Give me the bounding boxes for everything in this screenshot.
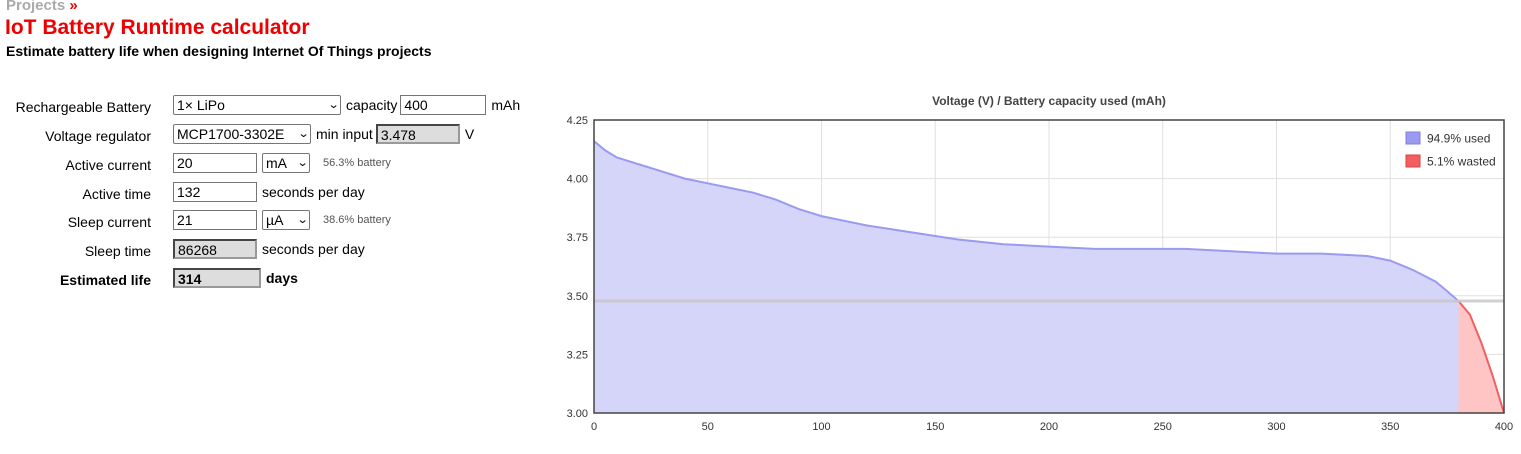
page-subtitle: Estimate battery life when designing Int… bbox=[6, 43, 432, 59]
active-current-unit: mA bbox=[266, 155, 287, 171]
sleep-current-unit: µA bbox=[266, 212, 284, 228]
page-title: IoT Battery Runtime calculator bbox=[5, 16, 310, 39]
legend-swatch bbox=[1405, 131, 1421, 145]
capacity-label: capacity bbox=[346, 97, 398, 113]
y-tick-label: 4.00 bbox=[567, 174, 588, 186]
series-area-0 bbox=[594, 141, 1459, 413]
legend-label: 5.1% wasted bbox=[1427, 155, 1496, 169]
min-input-field: 3.478 bbox=[375, 124, 460, 144]
x-tick-label: 250 bbox=[1154, 421, 1172, 433]
estimated-life-field: 314 bbox=[173, 268, 261, 288]
series-line-1 bbox=[1457, 300, 1505, 414]
capacity-input[interactable]: 400 bbox=[400, 95, 487, 115]
row-sleep-time: Sleep time 86268 seconds per day bbox=[0, 239, 540, 263]
x-tick-label: 300 bbox=[1267, 421, 1285, 433]
row-regulator: Voltage regulator MCP1700-3302E ⌄ min in… bbox=[0, 124, 540, 148]
active-current-input[interactable]: 20 bbox=[173, 153, 257, 173]
regulator-select-value: MCP1700-3302E bbox=[177, 126, 285, 142]
legend-label: 94.9% used bbox=[1427, 132, 1490, 146]
y-tick-label: 3.75 bbox=[567, 232, 588, 244]
voltage-chart: Voltage (V) / Battery capacity used (mAh… bbox=[540, 86, 1521, 454]
min-input-label: min input bbox=[316, 126, 373, 142]
min-input-unit: V bbox=[464, 126, 475, 142]
series-area-1 bbox=[1458, 301, 1504, 413]
active-time-unit: seconds per day bbox=[262, 184, 365, 200]
x-tick-label: 100 bbox=[812, 421, 830, 433]
y-tick-label: 3.50 bbox=[567, 291, 588, 303]
row-estimated-life: Estimated life 314 days bbox=[0, 268, 540, 292]
active-current-note: 56.3% battery bbox=[323, 157, 391, 169]
estimated-life-unit: days bbox=[266, 270, 298, 286]
sleep-current-unit-select[interactable]: µA ⌄ bbox=[262, 210, 310, 230]
active-time-label: Active time bbox=[82, 186, 151, 202]
active-time-input[interactable]: 132 bbox=[173, 182, 257, 202]
battery-label: Rechargeable Battery bbox=[15, 99, 151, 115]
y-tick-label: 3.00 bbox=[567, 408, 588, 420]
chevron-down-icon: ⌄ bbox=[296, 214, 309, 226]
chevron-down-icon: ⌄ bbox=[297, 128, 310, 140]
row-battery: Rechargeable Battery 1× LiPo ⌄ capacity … bbox=[0, 95, 540, 119]
x-tick-label: 150 bbox=[926, 421, 944, 433]
row-sleep-current: Sleep current 21 µA ⌄ 38.6% battery bbox=[0, 210, 540, 234]
chart-title: Voltage (V) / Battery capacity used (mAh… bbox=[932, 94, 1166, 108]
active-current-label: Active current bbox=[65, 157, 151, 173]
breadcrumb-link-projects[interactable]: Projects bbox=[6, 0, 66, 14]
y-tick-label: 4.25 bbox=[567, 115, 588, 127]
series-line-0 bbox=[593, 140, 1460, 302]
row-active-current: Active current 20 mA ⌄ 56.3% battery bbox=[0, 153, 540, 177]
breadcrumb: Projects » bbox=[6, 0, 78, 14]
x-tick-label: 350 bbox=[1381, 421, 1399, 433]
x-tick-label: 0 bbox=[591, 421, 597, 433]
sleep-time-field: 86268 bbox=[173, 239, 257, 259]
regulator-label: Voltage regulator bbox=[45, 128, 151, 144]
capacity-unit: mAh bbox=[491, 97, 521, 113]
chevron-down-icon: ⌄ bbox=[327, 99, 340, 111]
chevron-down-icon: ⌄ bbox=[296, 157, 309, 169]
sleep-current-input[interactable]: 21 bbox=[173, 210, 257, 230]
sleep-current-label: Sleep current bbox=[67, 214, 151, 230]
sleep-time-unit: seconds per day bbox=[262, 241, 365, 257]
chart-svg: Voltage (V) / Battery capacity used (mAh… bbox=[567, 94, 1514, 433]
sleep-current-note: 38.6% battery bbox=[323, 214, 391, 226]
active-current-unit-select[interactable]: mA ⌄ bbox=[262, 153, 310, 173]
x-tick-label: 400 bbox=[1495, 421, 1513, 433]
battery-select[interactable]: 1× LiPo ⌄ bbox=[173, 95, 341, 115]
estimated-life-label: Estimated life bbox=[59, 272, 151, 288]
battery-select-value: 1× LiPo bbox=[177, 97, 225, 113]
plot-border bbox=[593, 119, 1505, 414]
row-active-time: Active time 132 seconds per day bbox=[0, 182, 540, 206]
regulator-select[interactable]: MCP1700-3302E ⌄ bbox=[173, 124, 311, 144]
x-tick-label: 200 bbox=[1040, 421, 1058, 433]
breadcrumb-separator: » bbox=[69, 0, 78, 14]
sleep-time-label: Sleep time bbox=[84, 243, 151, 259]
x-tick-label: 50 bbox=[702, 421, 714, 433]
y-tick-label: 3.25 bbox=[567, 349, 588, 361]
legend-swatch bbox=[1405, 154, 1421, 168]
